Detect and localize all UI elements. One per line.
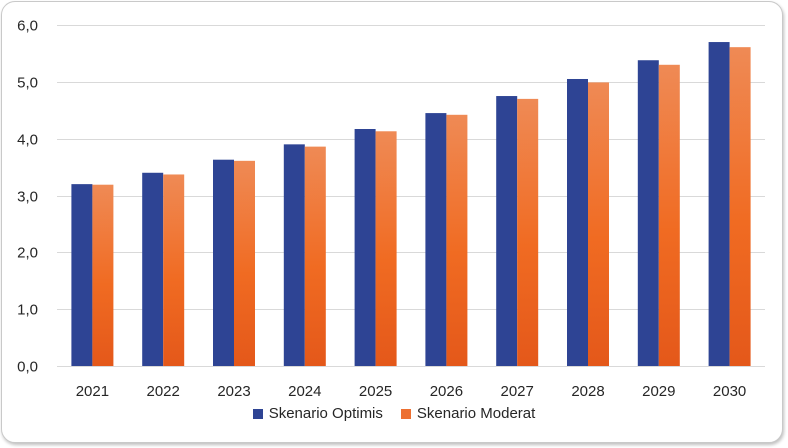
- y-tick-label: 5,0: [17, 75, 38, 92]
- y-tick-label: 4,0: [17, 132, 38, 149]
- bars: [71, 42, 751, 367]
- x-tick-label: 2026: [430, 383, 463, 400]
- x-tick-label: 2028: [571, 383, 604, 400]
- bar-moderat-2030: [729, 47, 751, 366]
- bar-optimis-2021: [71, 184, 93, 366]
- y-tick-label: 3,0: [17, 189, 38, 206]
- bar-moderat-2024: [304, 146, 326, 366]
- bar-optimis-2024: [283, 144, 305, 366]
- x-tick-label: 2023: [217, 383, 250, 400]
- bar-moderat-2025: [375, 131, 397, 366]
- bar-optimis-2028: [567, 78, 588, 366]
- x-tick-label: 2025: [359, 383, 392, 400]
- bar-optimis-2029: [637, 60, 659, 367]
- x-tick-label: 2021: [76, 383, 109, 400]
- x-tick-label: 2024: [288, 383, 321, 400]
- y-tick-label: 0,0: [17, 359, 38, 376]
- bar-optimis-2022: [142, 172, 164, 366]
- x-tick-label: 2029: [642, 383, 675, 400]
- bar-optimis-2026: [425, 113, 447, 366]
- x-tick-label: 2022: [147, 383, 180, 400]
- bar-optimis-2030: [708, 42, 730, 367]
- x-tick-label: 2027: [501, 383, 534, 400]
- bar-optimis-2025: [354, 129, 376, 366]
- bar-moderat-2023: [234, 160, 255, 366]
- legend: Skenario Optimis Skenario Moderat: [0, 405, 788, 422]
- bar-moderat-2028: [588, 82, 609, 366]
- y-tick-label: 2,0: [17, 245, 38, 262]
- y-tick-label: 1,0: [17, 302, 38, 319]
- bar-moderat-2021: [92, 184, 114, 366]
- bar-moderat-2026: [446, 114, 468, 367]
- x-axis-ticks: 2021 2022 2023 2024 2025 2026 2027 2028 2029 2030: [76, 383, 747, 400]
- legend-swatch-optimis: [252, 408, 263, 419]
- bar-moderat-2029: [658, 64, 680, 367]
- legend-item-optimis: Skenario Optimis: [252, 405, 383, 422]
- legend-label-moderat: Skenario Moderat: [416, 405, 536, 422]
- bar-moderat-2027: [517, 98, 539, 366]
- legend-swatch-moderat: [400, 408, 411, 419]
- bar-optimis-2023: [213, 159, 234, 366]
- bar-optimis-2027: [496, 96, 518, 367]
- y-tick-label: 6,0: [17, 18, 38, 35]
- x-tick-label: 2030: [713, 383, 746, 400]
- bar-moderat-2022: [163, 174, 185, 366]
- legend-item-moderat: Skenario Moderat: [400, 405, 536, 422]
- legend-label-optimis: Skenario Optimis: [268, 405, 383, 422]
- y-axis-ticks: 0,0 1,0 2,0 3,0 4,0 5,0 6,0: [17, 18, 38, 376]
